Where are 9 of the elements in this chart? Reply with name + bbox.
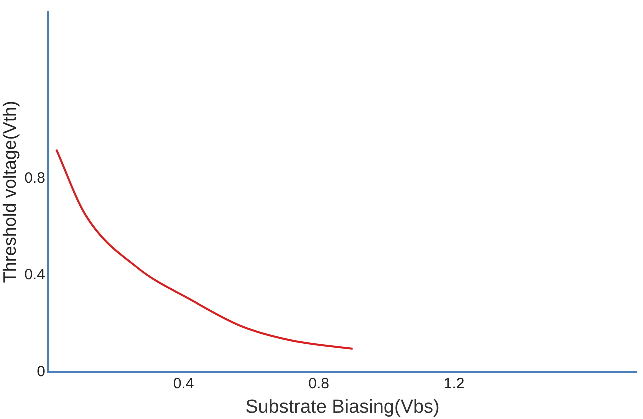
x-tick-label: 1.2 [444,375,465,392]
y-axis-title: Threshold voltage(Vth) [0,101,20,284]
y-tick-label: 0 [37,363,46,380]
line-series [56,148,354,350]
x-tick-label: 0.4 [173,375,194,392]
y-tick-label: 0.8 [24,170,46,187]
x-tick-label: 0.8 [308,375,330,392]
y-tick-label: 0.4 [24,266,46,284]
x-axis-title: Substrate Biasing(Vbs) [246,396,440,418]
